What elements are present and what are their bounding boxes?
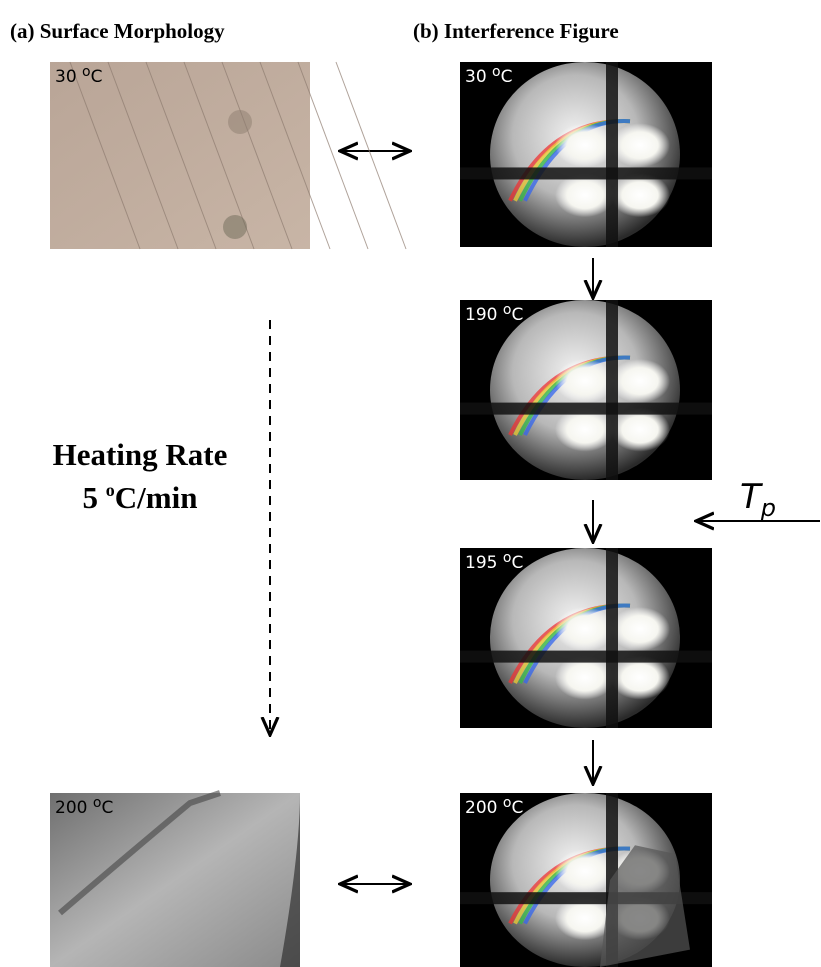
deg: o xyxy=(492,64,501,80)
unit: C/min xyxy=(115,480,198,515)
unit: C xyxy=(511,305,523,325)
deg: o xyxy=(503,550,512,566)
interference-image: 190 oC xyxy=(460,300,712,480)
scratch xyxy=(336,62,406,249)
heating-rate-value: 5 oC/min xyxy=(83,480,198,515)
deg: o xyxy=(503,302,512,318)
unit: C xyxy=(511,553,523,573)
temp: 200 xyxy=(465,798,497,818)
isogyre xyxy=(606,300,618,480)
surface-image: 30 oC xyxy=(50,62,406,249)
deg: o xyxy=(82,64,91,80)
temp: 30 xyxy=(55,67,77,87)
unit: C xyxy=(101,798,113,818)
rate: 5 xyxy=(83,480,99,515)
spot xyxy=(223,215,247,239)
interference-image: 30 oC xyxy=(460,62,712,247)
temperature-label: 200 oC xyxy=(55,795,113,818)
interference-image: 195 oC xyxy=(460,548,712,728)
bright-lobe xyxy=(610,359,670,403)
isogyre xyxy=(606,62,618,247)
temp: 195 xyxy=(465,553,497,573)
panel-b-title: (b) Interference Figure xyxy=(413,19,619,43)
isogyre xyxy=(460,167,712,179)
unit: C xyxy=(511,798,523,818)
image-content xyxy=(460,793,712,967)
unit: C xyxy=(91,67,103,87)
isogyre xyxy=(460,651,712,663)
deg: o xyxy=(93,795,102,811)
heating-rate-label: Heating Rate xyxy=(53,437,228,472)
deg: o xyxy=(106,480,115,500)
temperature-label: 190 oC xyxy=(465,302,523,325)
temperature-label: 30 oC xyxy=(465,64,513,87)
panel-a-title: (a) Surface Morphology xyxy=(10,19,225,43)
interference-image: 200 oC xyxy=(460,793,712,967)
bright-lobe xyxy=(610,123,670,167)
deg: o xyxy=(503,795,512,811)
bright-lobe xyxy=(610,173,670,217)
isogyre xyxy=(606,548,618,728)
tp-label: Tp xyxy=(740,477,776,522)
image-content xyxy=(460,62,712,247)
tp-symbol: T xyxy=(740,477,763,517)
surface-image: 200 oC xyxy=(50,793,300,967)
isogyre xyxy=(460,403,712,415)
temp: 190 xyxy=(465,305,497,325)
temperature-label: 30 oC xyxy=(55,64,103,87)
tp-subscript: p xyxy=(760,494,776,522)
unit: C xyxy=(501,67,513,87)
bright-lobe xyxy=(610,607,670,651)
image-content xyxy=(460,300,712,480)
temperature-label: 195 oC xyxy=(465,550,523,573)
temperature-label: 200 oC xyxy=(465,795,523,818)
spot xyxy=(228,110,252,134)
temp: 200 xyxy=(55,798,87,818)
figure: (a) Surface Morphology (b) Interference … xyxy=(0,0,821,967)
temp: 30 xyxy=(465,67,487,87)
image-content xyxy=(460,548,712,728)
